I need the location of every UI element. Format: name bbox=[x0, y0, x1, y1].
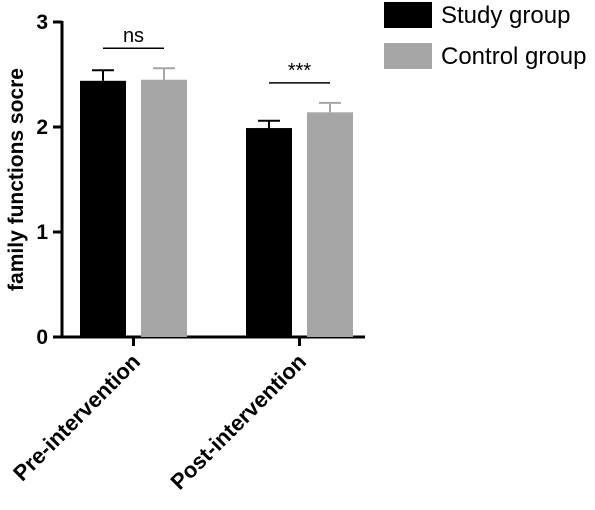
bar bbox=[141, 79, 187, 337]
y-axis-label: family functions socre bbox=[5, 68, 28, 291]
legend: Study group Control group bbox=[384, 2, 586, 70]
x-category-label: Pre-intervention bbox=[8, 349, 145, 486]
y-tick-label: 0 bbox=[36, 326, 48, 349]
significance-label: *** bbox=[288, 60, 312, 82]
y-tick-label: 3 bbox=[36, 11, 48, 34]
bars bbox=[80, 79, 353, 338]
legend-label: Study group bbox=[441, 2, 570, 29]
error-bars bbox=[92, 67, 341, 129]
bar bbox=[80, 80, 126, 338]
bar bbox=[307, 112, 353, 337]
legend-swatch bbox=[384, 43, 432, 69]
bar bbox=[246, 128, 292, 337]
significance-label: ns bbox=[123, 25, 144, 47]
legend-label: Control group bbox=[441, 43, 586, 70]
y-tick-label: 1 bbox=[36, 221, 48, 244]
x-category-label: Post-intervention bbox=[165, 349, 311, 495]
significance-annotations: ns *** bbox=[103, 25, 330, 84]
legend-swatch bbox=[384, 2, 432, 28]
y-tick-label: 2 bbox=[36, 116, 48, 139]
